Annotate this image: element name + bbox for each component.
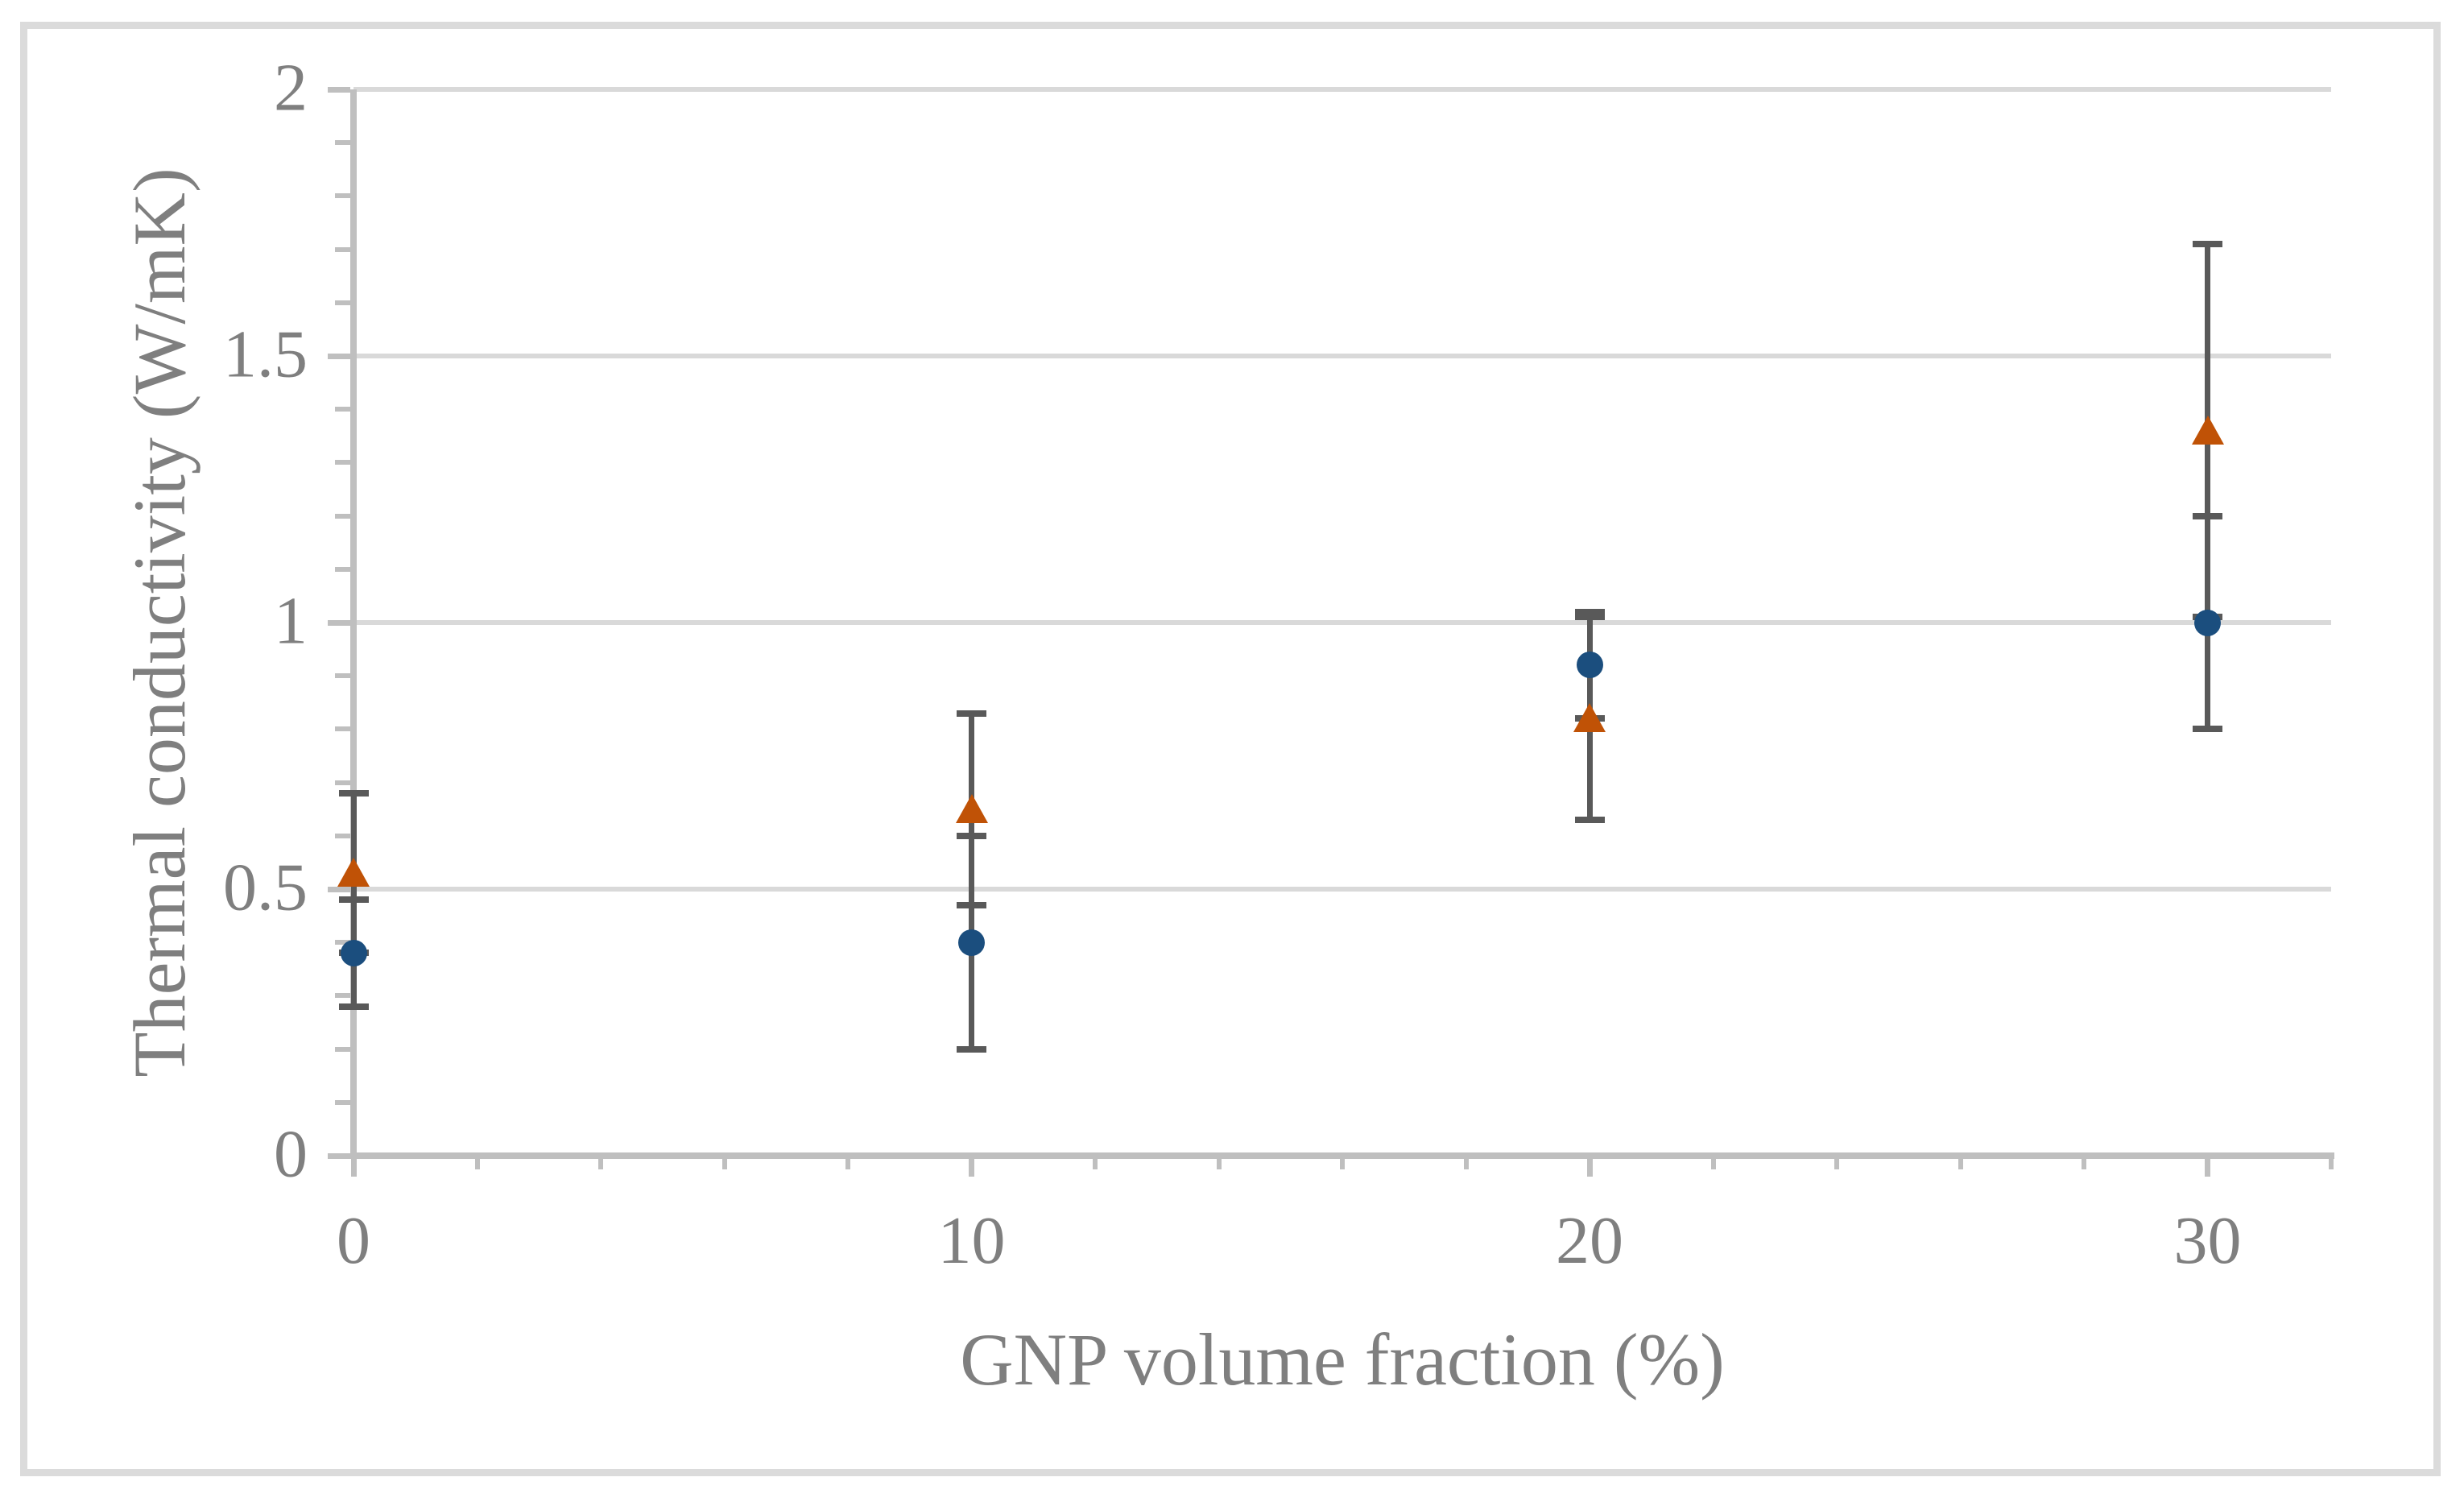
y-minor-tick <box>335 833 350 838</box>
orange-triangle-series-point <box>2191 415 2224 445</box>
y-major-tick <box>328 886 350 892</box>
x-tick-label: 10 <box>937 1203 1006 1278</box>
orange-triangle-series-point <box>1573 703 1606 733</box>
x-minor-tick <box>1958 1156 1963 1169</box>
y-minor-tick <box>335 993 350 999</box>
blue-circle-series-point <box>1576 652 1603 679</box>
x-major-tick <box>2205 1156 2210 1177</box>
error-bar-cap <box>1574 608 1605 615</box>
y-tick-label: 1.5 <box>223 317 308 392</box>
plot-area <box>328 86 2334 1177</box>
error-bar-cap <box>2193 726 2222 733</box>
error-bar-cap <box>957 710 986 717</box>
error-bar-cap <box>2193 240 2222 247</box>
orange-triangle-series-point <box>337 858 370 888</box>
x-minor-tick <box>1093 1156 1098 1169</box>
gridline <box>353 887 2331 892</box>
y-minor-tick <box>335 1046 350 1052</box>
figure-border <box>20 22 2441 1476</box>
error-bar-cap <box>338 789 369 797</box>
error-bar-cap <box>957 1045 986 1053</box>
y-minor-tick <box>335 407 350 412</box>
y-major-tick <box>328 1152 350 1159</box>
x-minor-tick <box>474 1156 480 1169</box>
y-minor-tick <box>335 726 350 732</box>
y-minor-tick <box>335 566 350 572</box>
gridline <box>353 87 2331 92</box>
x-minor-tick <box>1834 1156 1839 1169</box>
y-axis-line <box>350 89 357 1159</box>
y-minor-tick <box>335 460 350 465</box>
x-tick-label: 30 <box>2173 1203 2242 1278</box>
gridline <box>353 354 2331 358</box>
y-axis-title: Thermal conductivity (W/mK) <box>118 168 201 1078</box>
x-major-tick <box>1586 1156 1593 1177</box>
x-minor-tick <box>2082 1156 2086 1169</box>
error-bar-cap <box>338 1003 369 1010</box>
blue-circle-series-point <box>958 929 985 956</box>
y-tick-label: 2 <box>274 50 308 126</box>
x-axis-title: GNP volume fraction (%) <box>960 1318 1725 1401</box>
y-minor-tick <box>335 513 350 519</box>
orange-triangle-series-point <box>955 793 988 823</box>
y-minor-tick <box>335 780 350 785</box>
x-minor-tick <box>1340 1156 1345 1169</box>
x-minor-tick <box>1463 1156 1469 1169</box>
y-major-tick <box>328 353 350 359</box>
error-bar-cap <box>1574 816 1605 823</box>
x-tick-label: 0 <box>337 1203 370 1278</box>
x-tick-label: 20 <box>1556 1203 1623 1278</box>
gridline <box>353 620 2331 625</box>
x-major-tick <box>350 1156 357 1177</box>
y-major-tick <box>328 86 350 93</box>
y-minor-tick <box>335 673 350 679</box>
y-tick-label: 1 <box>274 583 308 659</box>
y-minor-tick <box>335 940 350 945</box>
y-minor-tick <box>335 193 350 199</box>
x-minor-tick <box>1710 1156 1716 1169</box>
error-bar-cap <box>1574 614 1605 621</box>
y-minor-tick <box>335 246 350 252</box>
y-minor-tick <box>335 140 350 146</box>
blue-circle-series-point <box>340 939 367 966</box>
x-minor-tick <box>2329 1156 2334 1169</box>
y-minor-tick <box>335 300 350 305</box>
x-minor-tick <box>1216 1156 1222 1169</box>
x-minor-tick <box>845 1156 850 1169</box>
y-tick-label: 0 <box>274 1116 308 1192</box>
error-bar-cap <box>957 901 986 908</box>
y-minor-tick <box>335 1099 350 1105</box>
x-minor-tick <box>598 1156 603 1169</box>
x-major-tick <box>969 1156 974 1177</box>
x-minor-tick <box>721 1156 727 1169</box>
y-major-tick <box>328 619 350 626</box>
blue-circle-series-point <box>2194 609 2221 636</box>
y-tick-label: 0.5 <box>223 850 308 925</box>
